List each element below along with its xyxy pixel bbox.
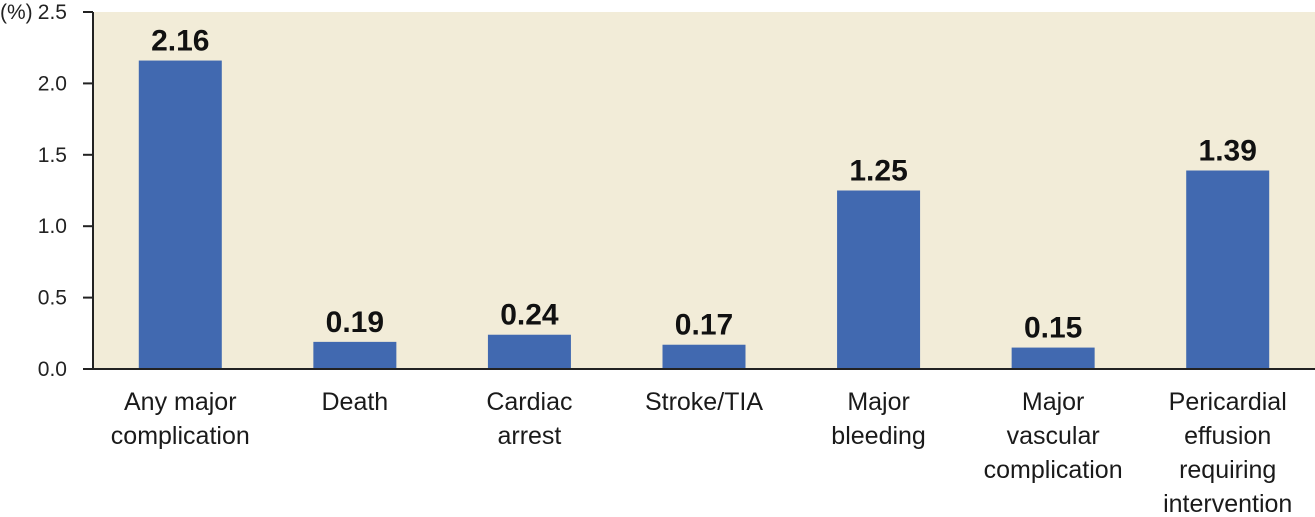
category-label-line: intervention [1163,490,1292,517]
y-tick-label: 0.0 [38,358,67,381]
bar-value-label: 0.19 [326,306,384,339]
bar [487,334,571,369]
y-tick-label: 1.0 [38,215,67,238]
category-labels-group: Any major complication Death Cardiac arrest S… [111,388,1293,517]
value-labels-group: 2.16 0.19 0.24 0.17 1.25 0.15 1.39 [151,25,1257,345]
y-tick-label: 2.0 [38,72,67,95]
category-label: Major vascular complication [984,388,1123,484]
bar [1011,347,1095,369]
y-tick-label: 1.5 [38,144,67,167]
category-label-line: Major [847,388,910,416]
bar-value-label: 0.24 [500,299,559,332]
bar [1186,170,1270,369]
bar [138,60,222,369]
category-label-line: Pericardial [1169,388,1287,416]
category-label-line: requiring [1179,456,1276,484]
bar [662,344,746,369]
category-label: Major bleeding [831,388,926,450]
category-label-line: effusion [1184,422,1271,450]
y-tick-label: 2.5 [38,1,67,24]
bars-group [138,60,1270,369]
category-label-line: vascular [1007,422,1100,450]
bar-value-label: 0.15 [1024,312,1082,345]
y-unit-label: (%) [0,1,33,24]
category-label-line: Stroke/TIA [645,388,763,416]
bar-value-label: 1.39 [1199,135,1257,168]
category-label-line: Death [321,388,388,416]
category-label-line: arrest [497,422,561,450]
category-label-line: bleeding [831,422,926,450]
plot-background [93,12,1315,369]
category-label: Any major complication [111,388,250,450]
category-label-line: complication [984,456,1123,484]
bar [313,341,397,369]
category-label: Stroke/TIA [645,388,763,416]
category-label-line: Cardiac [486,388,572,416]
bar-value-label: 1.25 [849,155,907,188]
bar [837,190,921,369]
category-label: Cardiac arrest [486,388,572,450]
y-tick-label: 0.5 [38,287,67,310]
bar-value-label: 2.16 [151,25,209,58]
bar-value-label: 0.17 [675,309,733,342]
category-label-line: Major [1022,388,1085,416]
category-label-line: complication [111,422,250,450]
category-label-line: Any major [124,388,237,416]
category-label: Pericardial effusion requiring intervention [1163,388,1292,517]
category-label: Death [321,388,388,416]
y-ticks-group: 0.0 0.5 1.0 1.5 2.0 2.5 [38,1,93,381]
